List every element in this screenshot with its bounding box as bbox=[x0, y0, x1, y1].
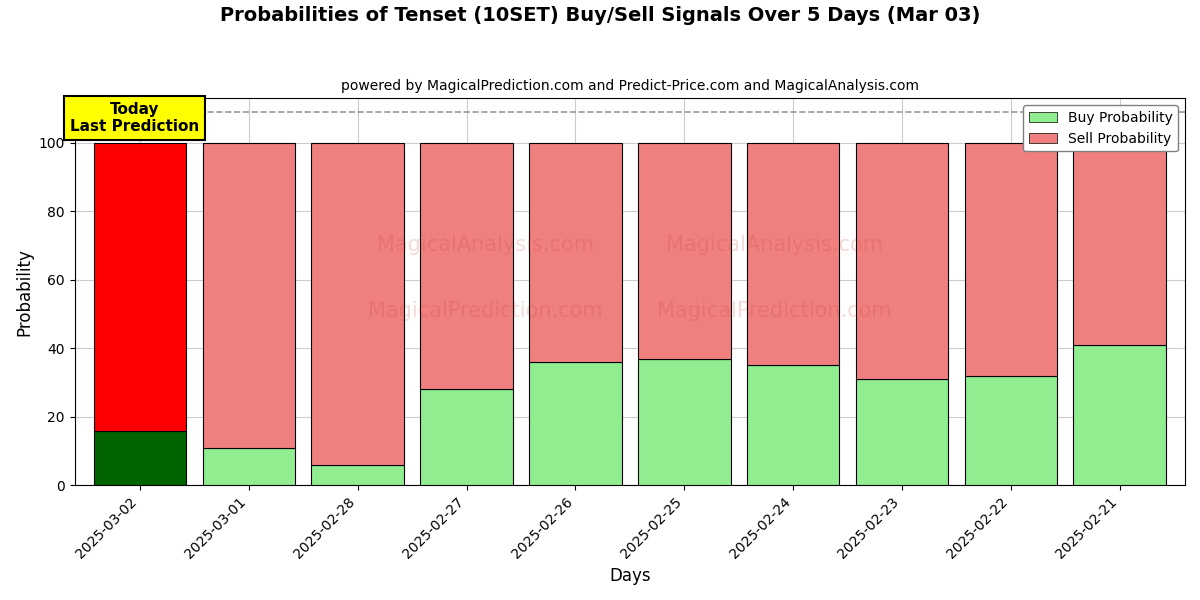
Bar bbox=[1074, 345, 1166, 485]
Bar bbox=[94, 143, 186, 431]
Bar bbox=[203, 448, 295, 485]
Bar bbox=[856, 143, 948, 379]
Bar bbox=[638, 359, 731, 485]
Text: Probabilities of Tenset (10SET) Buy/Sell Signals Over 5 Days (Mar 03): Probabilities of Tenset (10SET) Buy/Sell… bbox=[220, 6, 980, 25]
Bar bbox=[312, 143, 404, 465]
Bar bbox=[94, 431, 186, 485]
Bar bbox=[1074, 143, 1166, 345]
Bar bbox=[638, 143, 731, 359]
Title: powered by MagicalPrediction.com and Predict-Price.com and MagicalAnalysis.com: powered by MagicalPrediction.com and Pre… bbox=[341, 79, 919, 93]
Text: Today
Last Prediction: Today Last Prediction bbox=[70, 102, 199, 134]
Bar bbox=[856, 379, 948, 485]
Bar bbox=[203, 143, 295, 448]
X-axis label: Days: Days bbox=[610, 567, 650, 585]
Bar bbox=[965, 376, 1057, 485]
Bar bbox=[529, 362, 622, 485]
Bar bbox=[746, 143, 839, 365]
Bar bbox=[420, 389, 512, 485]
Legend: Buy Probability, Sell Probability: Buy Probability, Sell Probability bbox=[1024, 105, 1178, 151]
Bar bbox=[312, 465, 404, 485]
Text: MagicalAnalysis.com: MagicalAnalysis.com bbox=[377, 235, 594, 256]
Text: MagicalPrediction.com: MagicalPrediction.com bbox=[368, 301, 602, 321]
Text: MagicalAnalysis.com: MagicalAnalysis.com bbox=[666, 235, 883, 256]
Y-axis label: Probability: Probability bbox=[16, 248, 34, 336]
Bar bbox=[420, 143, 512, 389]
Bar bbox=[746, 365, 839, 485]
Bar bbox=[965, 143, 1057, 376]
Bar bbox=[529, 143, 622, 362]
Text: MagicalPrediction.com: MagicalPrediction.com bbox=[656, 301, 892, 321]
